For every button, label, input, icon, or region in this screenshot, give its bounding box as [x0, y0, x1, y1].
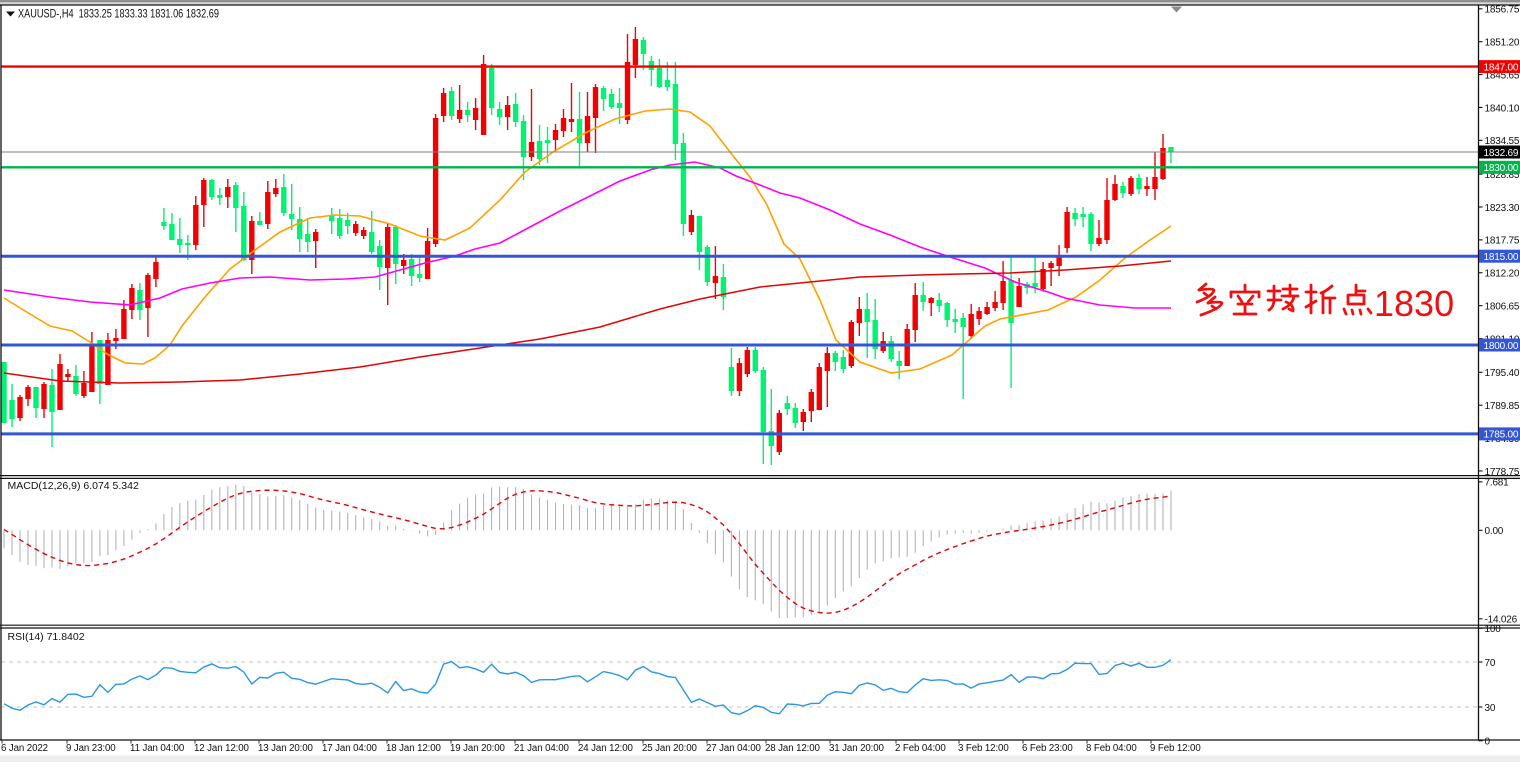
svg-text:1817.75: 1817.75 [1485, 236, 1520, 247]
svg-text:RSI(14) 71.8402: RSI(14) 71.8402 [8, 631, 85, 643]
svg-text:-14.026: -14.026 [1485, 615, 1518, 626]
svg-text:25 Jan 20:00: 25 Jan 20:00 [642, 743, 698, 754]
svg-text:100: 100 [1485, 624, 1502, 635]
svg-text:13 Jan 20:00: 13 Jan 20:00 [258, 743, 314, 754]
svg-text:8 Feb 04:00: 8 Feb 04:00 [1086, 743, 1137, 754]
svg-text:1785.00: 1785.00 [1484, 430, 1519, 441]
svg-text:1834.55: 1834.55 [1485, 136, 1520, 147]
svg-text:28 Jan 12:00: 28 Jan 12:00 [765, 743, 821, 754]
svg-text:1828.85: 1828.85 [1485, 170, 1520, 181]
svg-text:18 Jan 12:00: 18 Jan 12:00 [386, 743, 442, 754]
svg-text:9 Feb 12:00: 9 Feb 12:00 [1150, 743, 1201, 754]
svg-text:70: 70 [1485, 658, 1496, 669]
svg-text:1800.00: 1800.00 [1484, 341, 1519, 352]
svg-text:7.681: 7.681 [1485, 478, 1510, 489]
svg-text:21 Jan 04:00: 21 Jan 04:00 [514, 743, 570, 754]
svg-text:1840.10: 1840.10 [1485, 103, 1520, 114]
svg-text:12 Jan 12:00: 12 Jan 12:00 [194, 743, 250, 754]
svg-text:1789.85: 1789.85 [1485, 401, 1520, 412]
svg-text:1812.20: 1812.20 [1485, 269, 1520, 280]
svg-text:6 Jan 2022: 6 Jan 2022 [1, 743, 48, 754]
svg-text:9 Jan 23:00: 9 Jan 23:00 [66, 743, 116, 754]
svg-text:11 Jan 04:00: 11 Jan 04:00 [130, 743, 185, 754]
svg-text:1830: 1830 [1374, 283, 1454, 324]
svg-text:6 Feb 23:00: 6 Feb 23:00 [1022, 743, 1073, 754]
svg-text:31 Jan 20:00: 31 Jan 20:00 [829, 743, 885, 754]
svg-text:19 Jan 20:00: 19 Jan 20:00 [450, 743, 506, 754]
svg-text:2 Feb 04:00: 2 Feb 04:00 [895, 743, 946, 754]
svg-text:1815.00: 1815.00 [1484, 252, 1519, 263]
svg-text:1851.20: 1851.20 [1485, 37, 1520, 48]
svg-text:0.00: 0.00 [1485, 526, 1504, 537]
svg-text:1795.40: 1795.40 [1485, 368, 1520, 379]
svg-text:17 Jan 04:00: 17 Jan 04:00 [322, 743, 378, 754]
svg-text:XAUUSD-,H4 1833.25 1833.33 18: XAUUSD-,H4 1833.25 1833.33 1831.06 1832.… [18, 9, 219, 21]
svg-text:27 Jan 04:00: 27 Jan 04:00 [706, 743, 762, 754]
svg-text:1778.75: 1778.75 [1485, 467, 1520, 478]
svg-text:1856.75: 1856.75 [1485, 5, 1520, 16]
svg-text:1845.65: 1845.65 [1485, 70, 1520, 81]
svg-text:1847.00: 1847.00 [1484, 62, 1519, 73]
svg-text:0: 0 [1485, 737, 1491, 748]
svg-text:1806.65: 1806.65 [1485, 301, 1520, 312]
svg-text:3 Feb 12:00: 3 Feb 12:00 [958, 743, 1009, 754]
svg-text:30: 30 [1485, 703, 1496, 714]
svg-text:1830.00: 1830.00 [1484, 163, 1519, 174]
svg-text:1832.69: 1832.69 [1484, 148, 1519, 159]
svg-text:24 Jan 12:00: 24 Jan 12:00 [578, 743, 634, 754]
svg-text:1823.30: 1823.30 [1485, 203, 1520, 214]
svg-text:MACD(12,26,9) 6.074 5.342: MACD(12,26,9) 6.074 5.342 [8, 480, 139, 492]
